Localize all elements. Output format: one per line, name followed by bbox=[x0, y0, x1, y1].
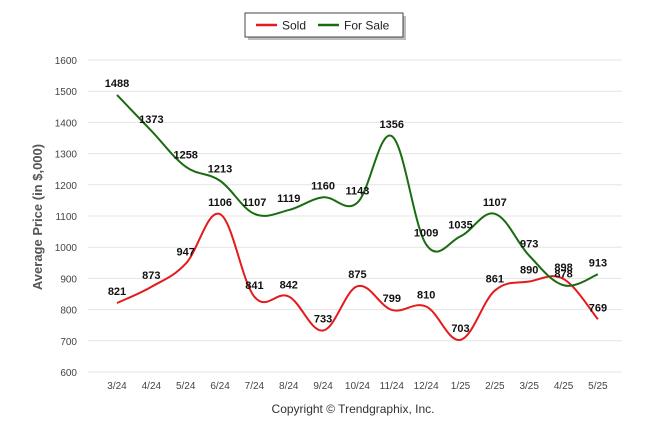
data-label-sold: 769 bbox=[589, 302, 607, 314]
y-tick-label: 1400 bbox=[55, 118, 78, 129]
data-label-for-sale: 1119 bbox=[277, 193, 300, 205]
y-tick-label: 600 bbox=[60, 368, 77, 379]
data-label-for-sale: 1213 bbox=[208, 164, 232, 176]
y-tick-label: 1000 bbox=[55, 243, 78, 254]
x-axis-ticks: 3/24 4/24 5/24 6/24 7/24 8/24 9/24 10/24 11/24 12… bbox=[107, 381, 608, 392]
y-tick-label: 1600 bbox=[55, 56, 78, 67]
y-tick-label: 900 bbox=[60, 274, 77, 285]
data-label-sold: 890 bbox=[520, 265, 538, 277]
x-tick-label: 1/25 bbox=[451, 381, 471, 392]
x-tick-label: 9/24 bbox=[313, 381, 333, 392]
data-label-for-sale: 1107 bbox=[483, 197, 507, 209]
data-label-for-sale: 1258 bbox=[173, 150, 197, 162]
data-label-sold: 733 bbox=[314, 314, 332, 326]
data-labels: 821 873 947 1106 841 842 733 875 799 810 703 861 890… bbox=[105, 78, 607, 335]
copyright-text: Copyright © Trendgraphix, Inc. bbox=[272, 402, 435, 416]
x-tick-label: 5/25 bbox=[588, 381, 608, 392]
y-tick-label: 1300 bbox=[55, 150, 78, 161]
x-tick-label: 11/24 bbox=[380, 381, 405, 392]
series-lines bbox=[116, 94, 599, 341]
x-tick-label: 5/24 bbox=[176, 381, 196, 392]
y-tick-label: 1500 bbox=[55, 87, 78, 98]
y-tick-label: 800 bbox=[60, 306, 77, 317]
y-tick-label: 1200 bbox=[55, 181, 78, 192]
x-tick-label: 7/24 bbox=[245, 381, 265, 392]
data-label-for-sale: 1107 bbox=[242, 197, 266, 209]
data-label-sold: 821 bbox=[108, 286, 126, 298]
x-tick-label: 3/24 bbox=[107, 381, 127, 392]
data-label-sold: 810 bbox=[417, 289, 435, 301]
data-label-sold: 799 bbox=[383, 293, 401, 305]
data-label-for-sale: 1009 bbox=[414, 227, 438, 239]
data-label-for-sale: 1143 bbox=[346, 186, 370, 198]
data-label-for-sale: 913 bbox=[589, 257, 607, 269]
x-tick-label: 4/25 bbox=[554, 381, 574, 392]
x-tick-label: 12/24 bbox=[414, 381, 439, 392]
data-label-for-sale: 1160 bbox=[311, 180, 335, 192]
data-label-sold: 841 bbox=[245, 280, 263, 292]
x-tick-label: 10/24 bbox=[345, 381, 370, 392]
data-label-sold: 898 bbox=[554, 262, 572, 274]
data-label-sold: 947 bbox=[177, 247, 195, 259]
x-tick-label: 4/24 bbox=[142, 381, 162, 392]
data-label-sold: 703 bbox=[451, 323, 469, 335]
data-label-sold: 875 bbox=[348, 269, 366, 281]
data-label-for-sale: 1035 bbox=[448, 219, 472, 231]
series-line-for-sale bbox=[116, 94, 599, 287]
legend-label-sold: Sold bbox=[282, 19, 306, 33]
x-tick-label: 8/24 bbox=[279, 381, 299, 392]
data-label-sold: 873 bbox=[142, 270, 160, 282]
legend-label-for-sale: For Sale bbox=[344, 19, 390, 33]
y-tick-label: 1100 bbox=[55, 212, 77, 223]
data-label-for-sale: 1488 bbox=[105, 78, 129, 90]
y-axis-ticks: 600 700 800 900 1000 1100 1200 1300 1400 1500 1600 bbox=[55, 56, 78, 379]
data-label-for-sale: 1373 bbox=[139, 114, 163, 126]
data-label-sold: 842 bbox=[280, 279, 298, 291]
data-label-sold: 1106 bbox=[208, 197, 232, 209]
y-tick-label: 700 bbox=[60, 337, 77, 348]
y-axis-label: Average Price (in $,000) bbox=[30, 144, 45, 290]
series-line-sold bbox=[116, 212, 599, 341]
legend: Sold For Sale bbox=[244, 12, 406, 40]
data-label-for-sale: 878 bbox=[554, 268, 572, 280]
data-label-sold: 861 bbox=[486, 274, 504, 286]
x-tick-label: 3/25 bbox=[519, 381, 539, 392]
gridlines bbox=[88, 59, 622, 373]
data-label-for-sale: 973 bbox=[520, 239, 538, 251]
data-label-for-sale: 1356 bbox=[380, 119, 404, 131]
x-tick-label: 6/24 bbox=[210, 381, 230, 392]
x-tick-label: 2/25 bbox=[485, 381, 505, 392]
